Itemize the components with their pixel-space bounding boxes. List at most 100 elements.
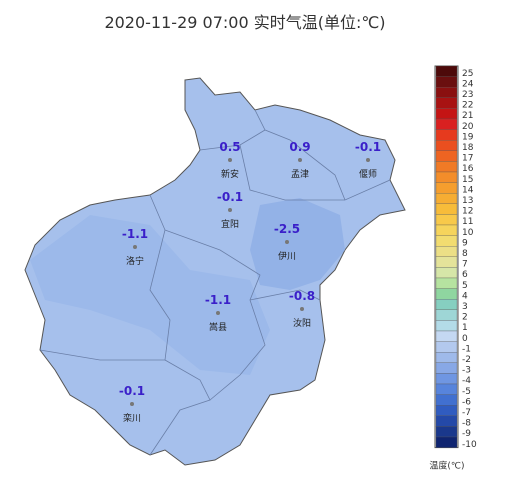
station-value: -0.1 (355, 140, 381, 154)
station-dot (130, 402, 134, 406)
legend-label: 6 (462, 270, 468, 280)
station-value: -0.1 (119, 384, 145, 398)
legend-cell (435, 76, 458, 88)
legend-label: 15 (462, 175, 473, 185)
station-value: 0.5 (219, 140, 240, 154)
legend-cell (435, 405, 458, 416)
legend-cell (435, 118, 458, 130)
legend-cell (435, 140, 458, 151)
legend-cell (435, 150, 458, 162)
station-value: -1.1 (122, 227, 148, 241)
legend-label: 25 (462, 69, 473, 79)
legend-cell (435, 108, 458, 120)
legend-cell (435, 373, 458, 385)
district-borders (39, 109, 391, 456)
legend-label: -2 (462, 355, 471, 365)
legend-label: -8 (462, 419, 471, 429)
legend-label: 13 (462, 196, 473, 206)
legend-label: 1 (462, 323, 468, 333)
legend-cell (435, 171, 458, 183)
station-name: 宜阳 (221, 218, 239, 230)
legend-label: -7 (462, 408, 471, 418)
legend-label: 22 (462, 101, 473, 111)
legend-label: 9 (462, 238, 468, 248)
legend-cell (435, 182, 458, 194)
legend-cell (435, 309, 458, 321)
station-dot (216, 311, 220, 315)
legend-cell (435, 288, 458, 300)
station-value: -1.1 (205, 293, 231, 307)
legend-label: 4 (462, 291, 468, 301)
legend-label: 21 (462, 111, 473, 121)
legend-cell (435, 436, 458, 448)
legend-cell (435, 362, 458, 374)
legend-label: 11 (462, 217, 473, 227)
station-dot (300, 307, 304, 311)
legend-label: 20 (462, 122, 474, 132)
legend-cell (435, 65, 458, 77)
legend-cell (435, 161, 458, 173)
legend-label: 8 (462, 249, 468, 259)
legend-cell (435, 383, 458, 395)
legend-cell (435, 193, 458, 204)
map-title: 2020-11-29 07:00 实时气温(单位:℃) (104, 13, 385, 32)
legend-label: 2 (462, 313, 468, 323)
legend-label: 12 (462, 207, 473, 217)
legend-label: 7 (462, 260, 468, 270)
legend-label: -5 (462, 387, 471, 397)
legend-cell (435, 97, 458, 109)
region-outline (24, 77, 406, 466)
legend-cell (435, 129, 458, 141)
legend-cell (435, 203, 458, 215)
station-dot (228, 158, 232, 162)
legend-label: 3 (462, 302, 468, 312)
legend-cell (435, 277, 458, 289)
station-name: 嵩县 (209, 322, 227, 333)
map-regions (24, 77, 406, 466)
legend-label: -3 (462, 366, 471, 376)
cold-area (250, 198, 345, 290)
station-name: 栾川 (123, 412, 141, 424)
station-value: -0.1 (217, 190, 243, 204)
legend-cell (435, 352, 458, 363)
legend-cell (435, 426, 458, 438)
station-dot (366, 158, 370, 162)
legend-cell (435, 320, 458, 332)
legend-label: 14 (462, 185, 474, 195)
legend-cell (435, 256, 458, 268)
legend-label: 5 (462, 281, 468, 291)
station-name: 新安 (221, 168, 239, 180)
legend-title: 温度(℃) (429, 460, 464, 472)
legend-cell (435, 246, 458, 257)
station-dot (285, 240, 289, 244)
legend-label: 24 (462, 79, 474, 89)
station-value: -0.8 (289, 289, 315, 303)
legend-cell (435, 267, 458, 279)
station-name: 汝阳 (293, 317, 311, 329)
cool-area (30, 215, 270, 375)
station-name: 孟津 (291, 169, 309, 180)
legend-label: 10 (462, 228, 474, 238)
station-name: 偃师 (359, 168, 377, 180)
station-dot (228, 208, 232, 212)
station-dot (298, 158, 302, 162)
station-value: 0.9 (289, 140, 310, 154)
legend-label: -1 (462, 344, 471, 354)
legend-label: 16 (462, 164, 474, 174)
legend-cell (435, 214, 458, 226)
station-value: -2.5 (274, 222, 300, 236)
legend-label: 23 (462, 90, 473, 100)
legend-cell (435, 341, 458, 353)
legend-label: -4 (462, 376, 471, 386)
station-dot (133, 245, 137, 249)
legend-cell (435, 330, 458, 342)
legend-cell (435, 87, 458, 98)
legend-label: 0 (462, 334, 468, 344)
legend-cell (435, 235, 458, 247)
legend-cell (435, 224, 458, 236)
legend-label: -6 (462, 397, 471, 407)
legend-label: -10 (462, 440, 477, 450)
legend-cell (435, 299, 458, 310)
legend-cell (435, 415, 458, 427)
